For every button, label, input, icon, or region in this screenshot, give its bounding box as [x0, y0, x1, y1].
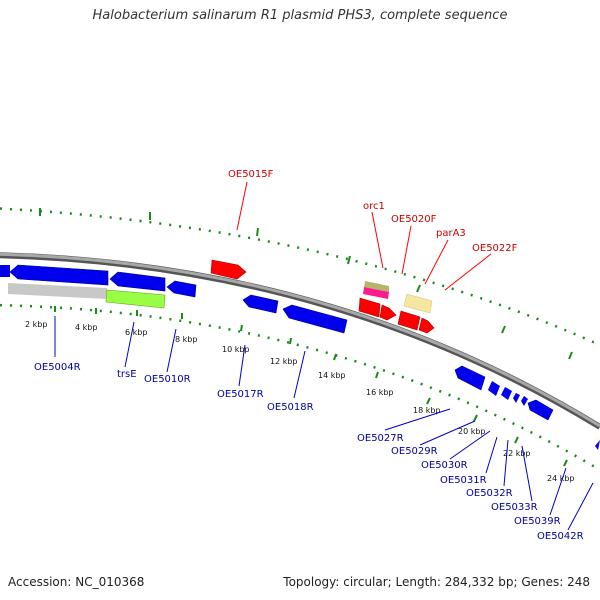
gene-arrow-reverse[interactable] [501, 387, 512, 400]
gene-label[interactable]: OE5032R [466, 488, 513, 499]
gene-label[interactable]: OE5020F [391, 214, 437, 225]
gene-label[interactable]: OE5018R [267, 402, 314, 413]
kbp-label: 2 kbp [25, 320, 47, 329]
gene-label[interactable]: OE5022F [472, 243, 518, 254]
gene-arrow-reverse[interactable] [282, 304, 348, 334]
outer-major-ticks [39, 208, 573, 360]
forward-gene-labels: OE5015F orc1 OE5020F parA3 OE5022F [228, 169, 518, 254]
inner-tick-track [0, 303, 600, 472]
kbp-label: 16 kbp [366, 388, 394, 397]
gene-arrow-forward[interactable] [358, 297, 381, 318]
kbp-label: 4 kbp [75, 323, 97, 332]
red-leaders [236, 181, 492, 291]
inner-major-ticks [54, 306, 568, 467]
backbone [0, 252, 600, 428]
gene-label[interactable]: trsE [117, 369, 137, 380]
topology-summary: Topology: circular; Length: 284,332 bp; … [283, 575, 590, 589]
gene-arrow-reverse[interactable] [454, 365, 486, 391]
gene-arrow-reverse[interactable] [9, 264, 109, 286]
gene-label[interactable]: OE5027R [357, 433, 404, 444]
gene-arrow-reverse[interactable] [521, 396, 528, 406]
gene-label[interactable]: orc1 [363, 201, 385, 212]
pseudogene-bar[interactable] [8, 283, 107, 299]
gene-label[interactable]: OE5029R [391, 446, 438, 457]
gene-label[interactable]: OE5039R [514, 516, 561, 527]
gene-label[interactable]: OE5031R [440, 475, 487, 486]
kbp-label: 14 kbp [318, 371, 346, 380]
trsE-feature[interactable] [105, 289, 166, 309]
accession-text: Accession: NC_010368 [8, 575, 145, 589]
gene-label[interactable]: OE5030R [421, 460, 468, 471]
gene-arrow-reverse[interactable] [595, 440, 600, 450]
gene-label[interactable]: OE5004R [34, 362, 81, 373]
blue-leaders [54, 316, 594, 531]
map-title: Halobacterium salinarum R1 plasmid PHS3,… [92, 8, 508, 23]
kbp-label: 24 kbp [547, 474, 575, 483]
kbp-label: 20 kbp [458, 427, 486, 436]
gene-arrow-forward[interactable] [418, 317, 435, 334]
gene-label[interactable]: OE5042R [537, 531, 584, 542]
kbp-label: 18 kbp [413, 406, 441, 415]
gene-label[interactable]: parA3 [436, 228, 466, 239]
parA3-feature[interactable] [403, 293, 433, 314]
reverse-gene-labels: OE5004R trsE OE5010R OE5017R OE5018R OE5… [34, 362, 584, 542]
gene-arrow-reverse[interactable] [109, 271, 166, 292]
forward-features [210, 259, 435, 334]
gene-arrow-forward[interactable] [379, 304, 397, 321]
kbp-labels: 2 kbp 4 kbp 6 kbp 8 kbp 10 kbp 12 kbp 14… [25, 320, 575, 483]
gene-arrow-forward[interactable] [397, 310, 421, 331]
gene-label[interactable]: OE5010R [144, 374, 191, 385]
other-features [8, 283, 166, 309]
reverse-features [0, 264, 600, 450]
gene-arrow-reverse[interactable] [527, 399, 554, 421]
gene-arrow-reverse[interactable] [166, 280, 197, 298]
gene-label[interactable]: OE5033R [491, 502, 538, 513]
gene-label[interactable]: OE5015F [228, 169, 274, 180]
orc1-feature[interactable] [363, 287, 389, 299]
gene-label[interactable]: OE5017R [217, 389, 264, 400]
kbp-label: 8 kbp [175, 335, 197, 344]
orc1-feature-top[interactable] [364, 281, 389, 292]
gene-arrow-forward[interactable] [210, 259, 247, 280]
kbp-label: 12 kbp [270, 357, 298, 366]
gene-arrow-reverse[interactable] [0, 265, 10, 277]
kbp-label: 10 kbp [222, 345, 250, 354]
gene-arrow-reverse[interactable] [513, 393, 520, 403]
kbp-label: 22 kbp [503, 449, 531, 458]
kbp-label: 6 kbp [125, 328, 147, 337]
gene-arrow-reverse[interactable] [488, 381, 500, 396]
gene-arrow-reverse[interactable] [242, 294, 279, 314]
